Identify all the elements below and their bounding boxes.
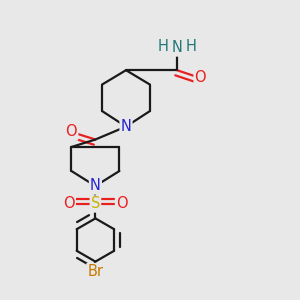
Text: O: O — [63, 196, 75, 211]
Text: N: N — [121, 119, 131, 134]
Text: O: O — [66, 124, 77, 140]
Text: S: S — [91, 196, 100, 211]
Text: H: H — [186, 39, 197, 54]
Text: N: N — [90, 178, 101, 194]
Text: N: N — [172, 40, 182, 56]
Text: Br: Br — [87, 264, 104, 279]
Text: H: H — [157, 39, 168, 54]
Text: O: O — [116, 196, 128, 211]
Text: O: O — [195, 70, 206, 86]
